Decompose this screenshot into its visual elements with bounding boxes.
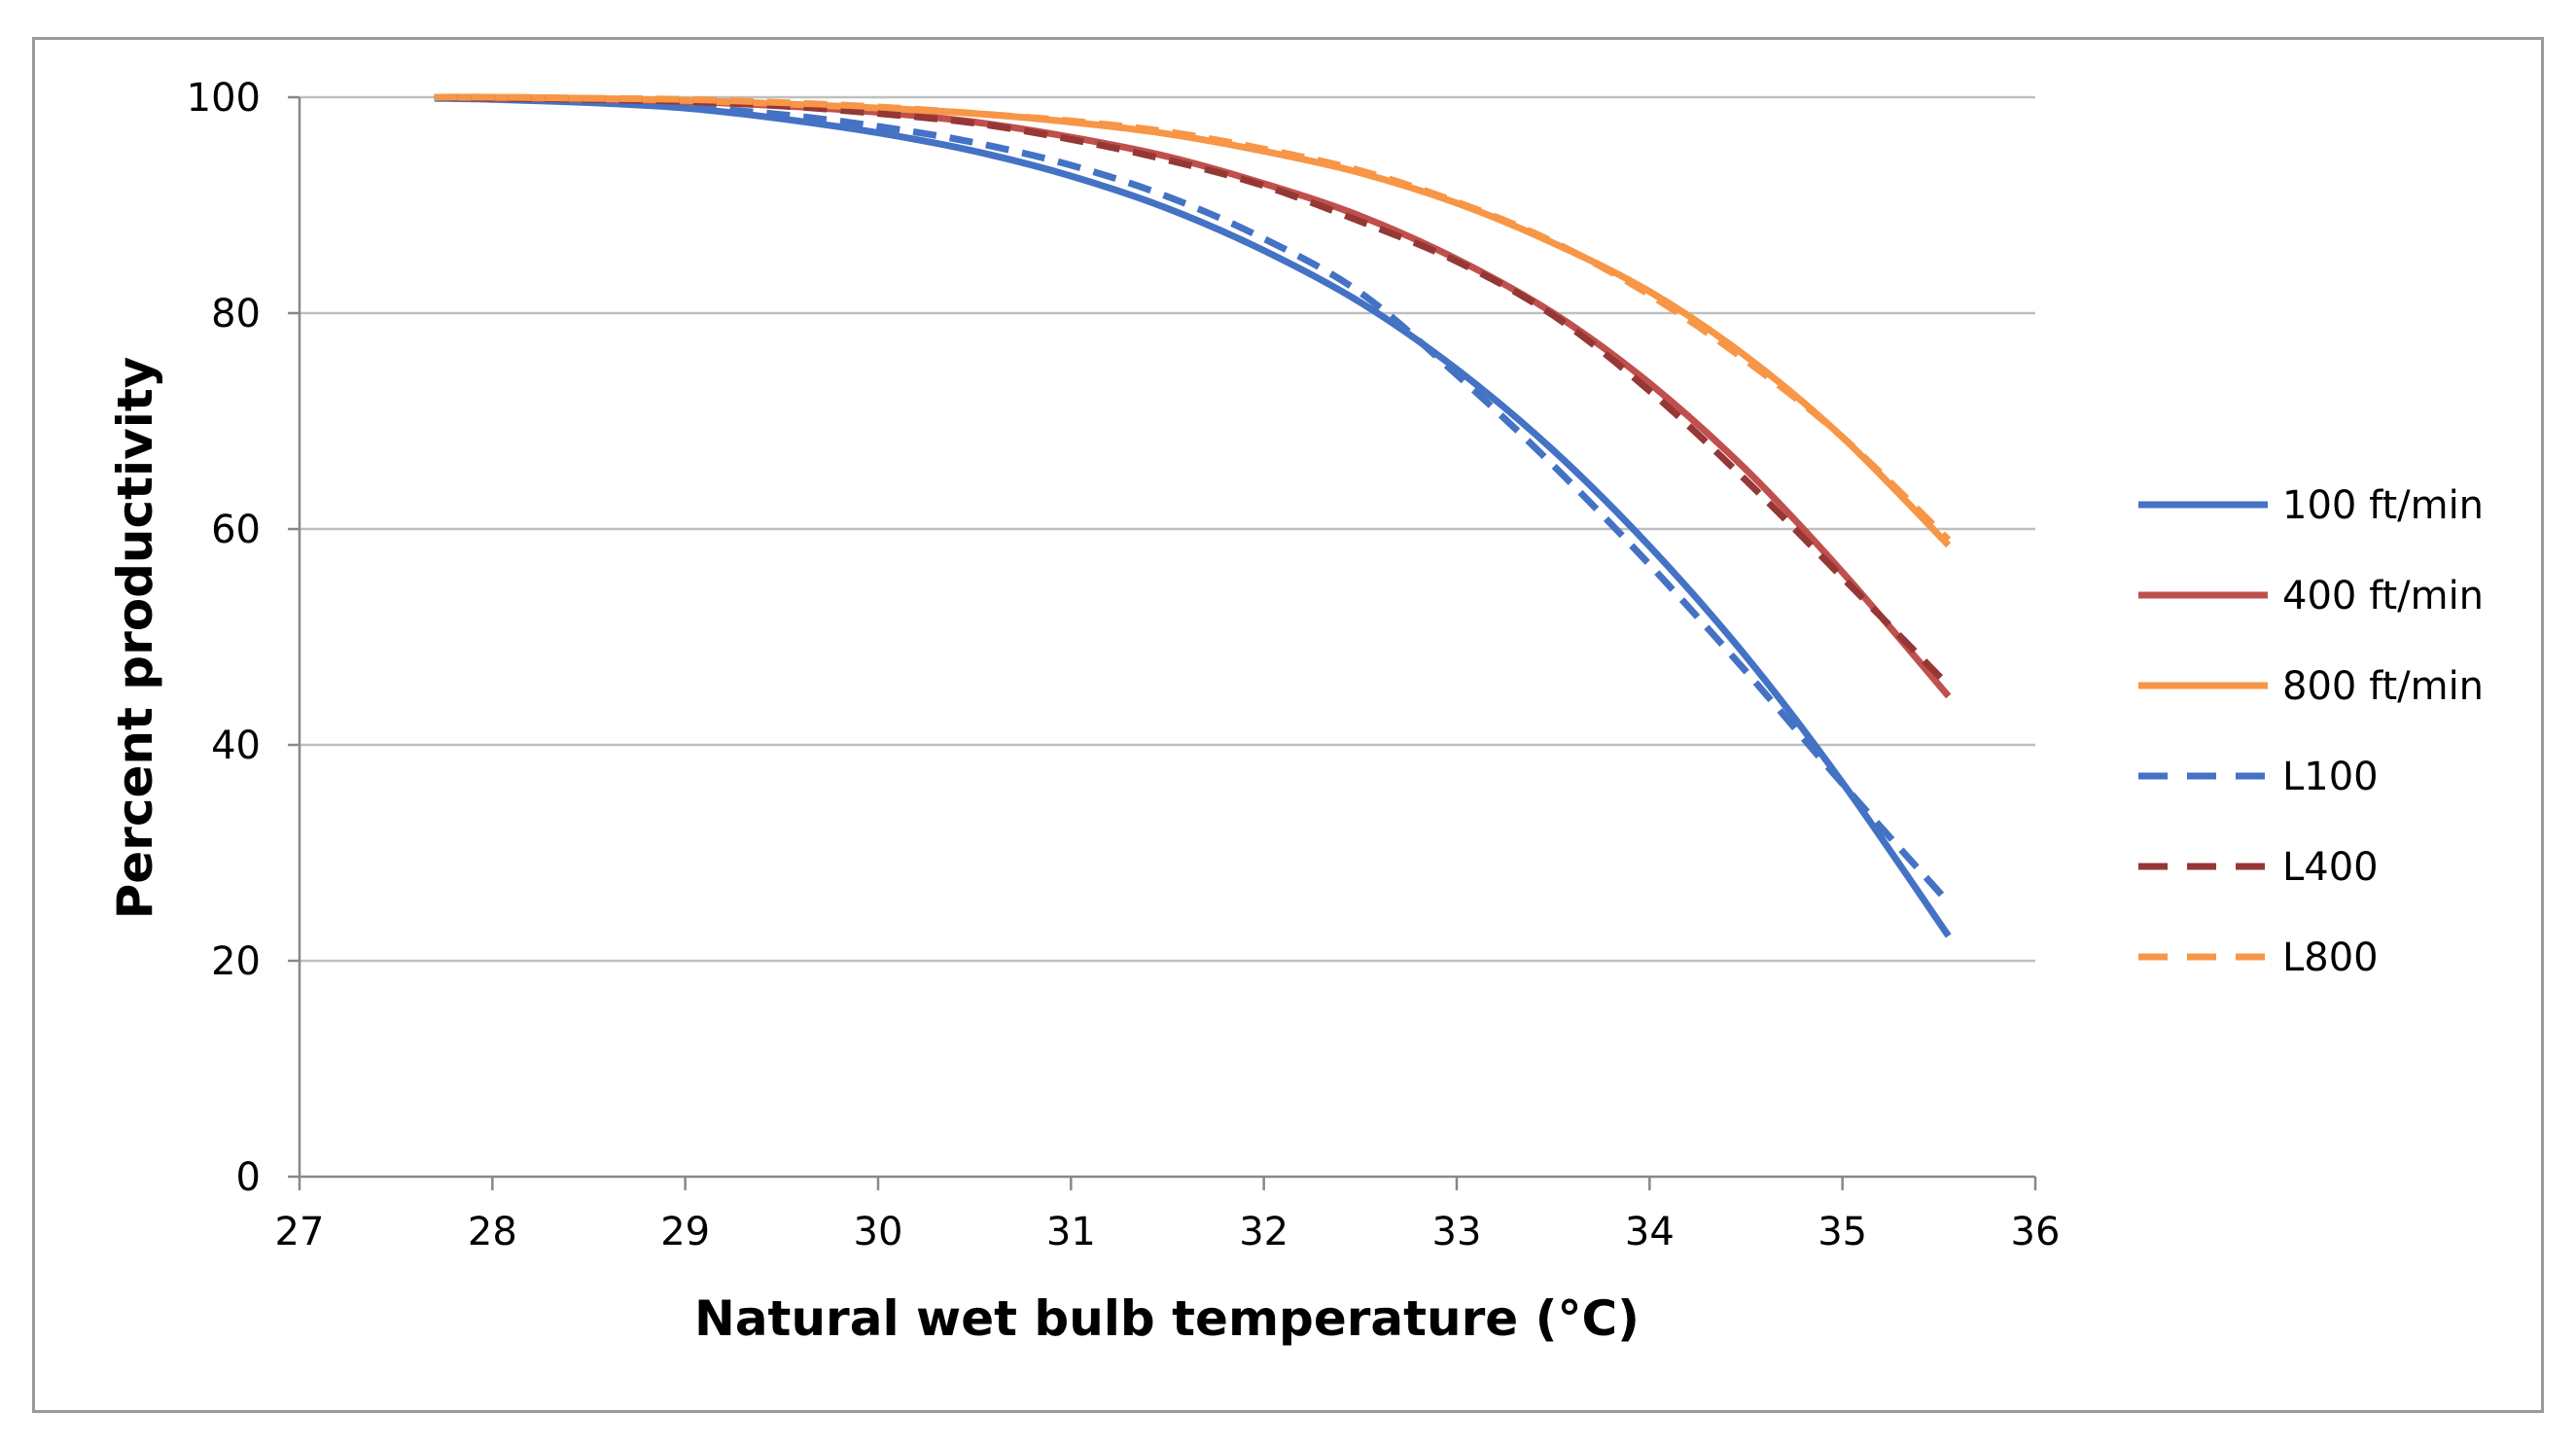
legend-label: L400 <box>2282 845 2379 890</box>
x-tick-label: 35 <box>1817 1210 1867 1254</box>
x-tick-label: 36 <box>2011 1210 2061 1254</box>
series-lines <box>434 93 1952 938</box>
x-tick-label: 31 <box>1046 1210 1096 1254</box>
y-axis-title: Percent productivity <box>107 357 163 920</box>
series-line-l400 <box>434 93 1952 688</box>
y-tick-label: 0 <box>236 1155 261 1200</box>
x-tick-label: 27 <box>275 1210 325 1254</box>
y-tick-label: 100 <box>187 76 261 121</box>
x-tick-label: 30 <box>854 1210 903 1254</box>
x-tick-label: 32 <box>1239 1210 1288 1254</box>
legend-label: 800 ft/min <box>2282 664 2484 709</box>
series-line-400-ft-min <box>434 93 1952 699</box>
legend: 100 ft/min 400 ft/min 800 ft/min L100 L400 L8… <box>2138 483 2484 980</box>
gridlines <box>300 95 2035 963</box>
x-tick-label: 34 <box>1625 1210 1675 1254</box>
x-tick-label: 33 <box>1432 1210 1482 1254</box>
y-tick-label: 80 <box>211 292 261 336</box>
legend-label: 100 ft/min <box>2282 483 2484 528</box>
y-tick-label: 20 <box>211 939 261 984</box>
axes <box>288 95 2037 1190</box>
x-axis-title: Natural wet bulb temperature (°C) <box>694 1290 1640 1347</box>
y-tick-labels: 0 20 40 60 80 100 <box>187 76 261 1200</box>
series-line-l100 <box>434 93 1952 905</box>
x-tick-label: 29 <box>660 1210 710 1254</box>
chart-frame: 27 28 29 30 31 32 33 34 35 36 0 20 40 60 80 100 100 ft… <box>32 37 2544 1413</box>
x-tick-labels: 27 28 29 30 31 32 33 34 35 36 <box>275 1210 2061 1254</box>
series-line-100-ft-min <box>434 94 1952 938</box>
x-tick-label: 28 <box>468 1210 517 1254</box>
series-line-l800 <box>434 93 1952 543</box>
legend-label: L800 <box>2282 935 2379 980</box>
y-tick-label: 60 <box>211 508 261 552</box>
line-chart: 27 28 29 30 31 32 33 34 35 36 0 20 40 60 80 100 100 ft… <box>107 76 2484 1347</box>
legend-label: L100 <box>2282 755 2379 799</box>
y-tick-label: 40 <box>211 724 261 768</box>
legend-label: 400 ft/min <box>2282 574 2484 618</box>
